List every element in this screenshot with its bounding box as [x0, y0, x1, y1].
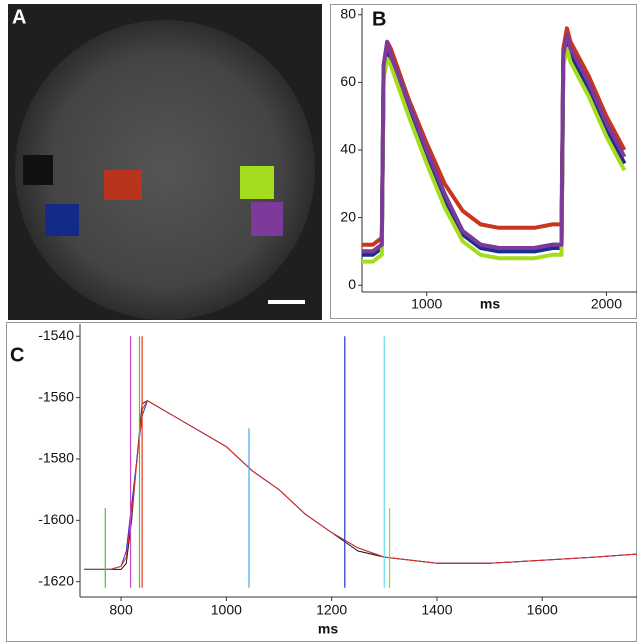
x-tick-label: 1000 [211, 602, 242, 618]
cell [15, 20, 315, 320]
data-line [362, 33, 627, 254]
plot-area [84, 336, 637, 588]
x-tick-label: 1200 [316, 602, 347, 618]
y-tick-label: 60 [340, 73, 356, 89]
panel-frame [330, 4, 637, 319]
x-tick-label: 2000 [591, 296, 622, 312]
panel-label: A [12, 6, 26, 28]
panel-label: C [10, 344, 24, 366]
x-tick-label: 1000 [411, 296, 442, 312]
y-tick-label: -1580 [38, 450, 74, 466]
x-tick-label: 800 [109, 602, 133, 618]
data-line [84, 400, 637, 570]
roi [240, 166, 274, 199]
roi [45, 204, 79, 236]
x-tick-label: 1600 [527, 602, 558, 618]
y-tick-label: 80 [340, 5, 356, 21]
y-tick-label: 20 [340, 208, 356, 224]
x-tick-label: 1400 [421, 602, 452, 618]
plot-area [362, 26, 627, 264]
panel-label: B [372, 8, 386, 30]
roi [104, 170, 142, 200]
y-tick-label: 0 [348, 276, 356, 292]
y-tick-label: -1620 [38, 572, 74, 588]
y-tick-label: -1600 [38, 511, 74, 527]
y-tick-label: -1540 [38, 327, 74, 343]
data-line [362, 26, 627, 247]
x-axis-label: ms [318, 621, 338, 637]
roi [23, 155, 53, 185]
roi [251, 202, 283, 236]
data-line [84, 400, 637, 570]
panel-frame [6, 322, 637, 642]
x-axis-label: ms [480, 296, 500, 312]
y-tick-label: 40 [340, 141, 356, 157]
y-tick-label: -1560 [38, 388, 74, 404]
data-line [84, 400, 637, 570]
